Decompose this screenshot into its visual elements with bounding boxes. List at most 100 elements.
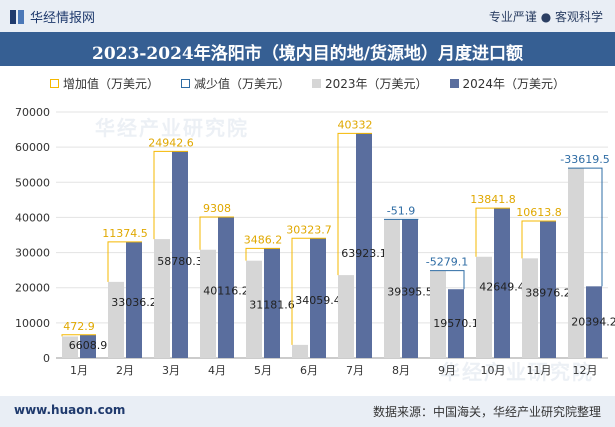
brand[interactable]: 华经情报网 (10, 7, 95, 26)
bar-2024 (218, 217, 234, 358)
x-tick-label: 10月 (481, 364, 506, 377)
bar-2024 (402, 219, 418, 358)
bar-2024 (310, 238, 326, 358)
x-tick-label: 2月 (116, 364, 134, 377)
legend-2024: 2024年（万美元） (449, 74, 566, 92)
site-link[interactable]: www.huaon.com (14, 403, 126, 417)
change-bracket (107, 241, 142, 282)
y-tick-label: 20000 (15, 282, 50, 295)
y-tick-label: 50000 (15, 176, 50, 189)
bar-2023 (384, 219, 400, 358)
change-bracket (153, 150, 188, 240)
bar-2023 (200, 249, 216, 358)
bar-2023 (568, 168, 584, 358)
y-tick-label: 40000 (15, 211, 50, 224)
legend-2024-label: 2024年（万美元） (462, 76, 566, 91)
brand-logo-icon (10, 9, 24, 24)
change-label: 10613.8 (516, 206, 562, 219)
chart-title: 2023-2024年洛阳市（境内目的地/货源地）月度进口额 (92, 44, 523, 64)
x-tick-label: 9月 (438, 364, 456, 377)
legend-increase: 增加值（万美元） (49, 74, 159, 92)
value-label-2024: 39395.5 (387, 286, 433, 299)
y-tick-label: 0 (43, 352, 50, 365)
change-label: 472.9 (63, 320, 95, 333)
legend-2023-swatch (311, 78, 321, 88)
value-label-2024: 6608.9 (69, 339, 108, 352)
footer-bar (0, 396, 615, 427)
legend-2023-label: 2023年（万美元） (324, 76, 428, 91)
bar-2024 (356, 133, 372, 358)
bar-2024 (448, 289, 464, 358)
x-tick-label: 12月 (573, 364, 598, 377)
watermark-bottom: 华经产业研究院 (440, 360, 594, 384)
change-label: 24942.6 (148, 136, 194, 149)
bar-2023 (430, 270, 446, 358)
legend-increase-label: 增加值（万美元） (62, 76, 159, 91)
change-bracket (61, 334, 96, 337)
bar-2023 (292, 344, 308, 358)
value-label-2024: 63923.1 (341, 247, 387, 260)
x-tick-label: 1月 (70, 364, 88, 377)
change-bracket (475, 207, 510, 257)
legend-decrease-label: 减少值（万美元） (193, 76, 290, 91)
legend-2023: 2023年（万美元） (311, 74, 428, 92)
value-label-2024: 42649.4 (479, 281, 525, 294)
bar-2024 (126, 241, 142, 358)
change-bracket (568, 167, 603, 287)
value-label-2024: 20394.2 (571, 316, 615, 329)
value-label-2024: 34059.4 (295, 294, 341, 307)
value-label-2024: 33036.2 (111, 296, 157, 309)
legend-2024-swatch (449, 78, 459, 88)
bar-2023 (522, 258, 538, 358)
bar-2024 (586, 286, 602, 358)
legend-decrease-swatch (180, 78, 190, 88)
x-tick-label: 7月 (346, 364, 364, 377)
x-tick-label: 6月 (300, 364, 318, 377)
x-tick-label: 3月 (162, 364, 180, 377)
bar-2023 (62, 336, 78, 358)
change-label: 11374.5 (102, 227, 148, 240)
value-label-2024: 31181.6 (249, 299, 295, 312)
value-label-2024: 58780.3 (157, 255, 203, 268)
change-label: 13841.8 (470, 193, 516, 206)
x-tick-label: 11月 (527, 364, 552, 377)
header-bar (0, 0, 615, 32)
bar-2024 (264, 248, 280, 358)
change-label: -33619.5 (560, 153, 609, 166)
change-label: -51.9 (387, 204, 415, 217)
bar-2024 (494, 208, 510, 358)
change-label: 30323.7 (286, 223, 332, 236)
change-bracket (291, 237, 326, 345)
change-bracket (521, 220, 556, 259)
y-tick-label: 30000 (15, 247, 50, 260)
bar-2024 (80, 334, 96, 358)
bar-2023 (476, 256, 492, 358)
brand-name: 华经情报网 (30, 11, 96, 26)
data-source: 数据来源：中国海关，华经产业研究院整理 (372, 405, 601, 419)
bar-2024 (540, 221, 556, 358)
value-label-2024: 38976.2 (525, 286, 571, 299)
change-label: 40332 (338, 118, 373, 131)
change-label: -5279.1 (426, 256, 468, 269)
y-tick-label: 60000 (15, 141, 50, 154)
x-tick-label: 4月 (208, 364, 226, 377)
bar-2024 (172, 151, 188, 358)
x-tick-label: 5月 (254, 364, 272, 377)
chart-legend: 增加值（万美元） 减少值（万美元） 2023年（万美元） 2024年（万美元） (0, 74, 615, 92)
bar-2023 (338, 275, 354, 358)
change-bracket (199, 216, 234, 250)
legend-increase-swatch (49, 78, 59, 88)
y-tick-label: 10000 (15, 317, 50, 330)
x-tick-label: 8月 (392, 364, 410, 377)
legend-decrease: 减少值（万美元） (180, 74, 290, 92)
tagline: 专业严谨 ● 客观科学 (488, 10, 603, 24)
change-bracket (337, 132, 372, 276)
value-label-2024: 19570.1 (433, 317, 479, 330)
change-bracket (430, 270, 465, 290)
bar-2023 (154, 239, 170, 358)
watermark-top: 华经产业研究院 (95, 116, 249, 140)
change-label: 3486.2 (244, 233, 283, 246)
change-label: 9308 (203, 202, 231, 215)
bar-2023 (108, 281, 124, 358)
